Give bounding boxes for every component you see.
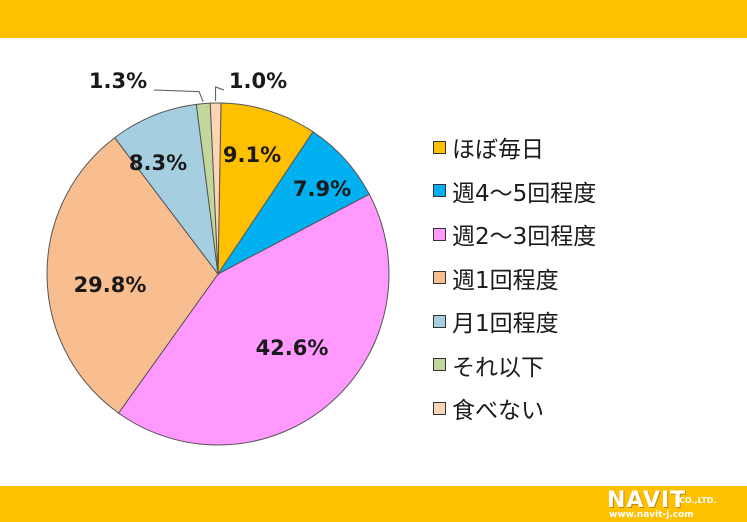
legend-label: それ以下 (452, 354, 544, 381)
pie-slice (46, 137, 219, 414)
data-label: 7.9% (293, 177, 351, 201)
pie-slice (117, 193, 390, 446)
legend-item: 週4～5回程度 (433, 174, 596, 208)
data-label: 29.8% (74, 273, 147, 297)
legend-item: 週1回程度 (433, 261, 596, 295)
legend-swatch (433, 314, 446, 328)
data-label: 8.3% (129, 151, 187, 175)
legend-swatch (433, 184, 446, 197)
pie-slice (114, 103, 219, 276)
data-label: 9.1% (223, 143, 281, 167)
legend-swatch (433, 271, 446, 284)
logo-text: NAVIT (607, 488, 687, 513)
pie-chart: 9.1% 7.9% 42.6% 29.8% 8.3% 1.3% 1.0% (46, 69, 390, 446)
legend-label: 月1回程度 (452, 311, 559, 337)
legend-label: 週4～5回程度 (452, 180, 597, 207)
pie-slice (217, 102, 314, 276)
legend-swatch (433, 227, 446, 241)
top-band (0, 0, 747, 38)
data-label: 1.3% (89, 69, 147, 93)
logo-url: www.navit-j.com (609, 510, 694, 520)
legend-item: 食べない (433, 391, 596, 425)
leader-line (153, 89, 204, 102)
legend-swatch (433, 140, 446, 154)
legend-label: 食べない (452, 398, 544, 424)
legend-label: 週1回程度 (452, 267, 559, 294)
company-logo: NAVIT CO.,LTD. www.navit-j.com (607, 488, 737, 520)
legend-swatch (433, 401, 446, 415)
leader-line (215, 86, 225, 102)
legend-label: ほぼ毎日 (452, 137, 544, 163)
data-label: 42.6% (256, 336, 329, 360)
legend-item: 月1回程度 (433, 304, 596, 338)
legend-label: 週2～3回程度 (452, 224, 597, 250)
bottom-band (0, 486, 747, 522)
legend-item: ほぼ毎日 (433, 130, 596, 164)
legend: ほぼ毎日 週4～5回程度 週2～3回程度 週1回程度 月1回程度 それ以下 食べ… (433, 130, 596, 435)
legend-swatch (433, 358, 446, 371)
data-label: 1.0% (229, 69, 287, 93)
legend-item: 週2～3回程度 (433, 217, 596, 251)
logo-suffix: CO.,LTD. (679, 496, 717, 505)
legend-item: それ以下 (433, 348, 596, 382)
pie-slice (209, 102, 222, 275)
